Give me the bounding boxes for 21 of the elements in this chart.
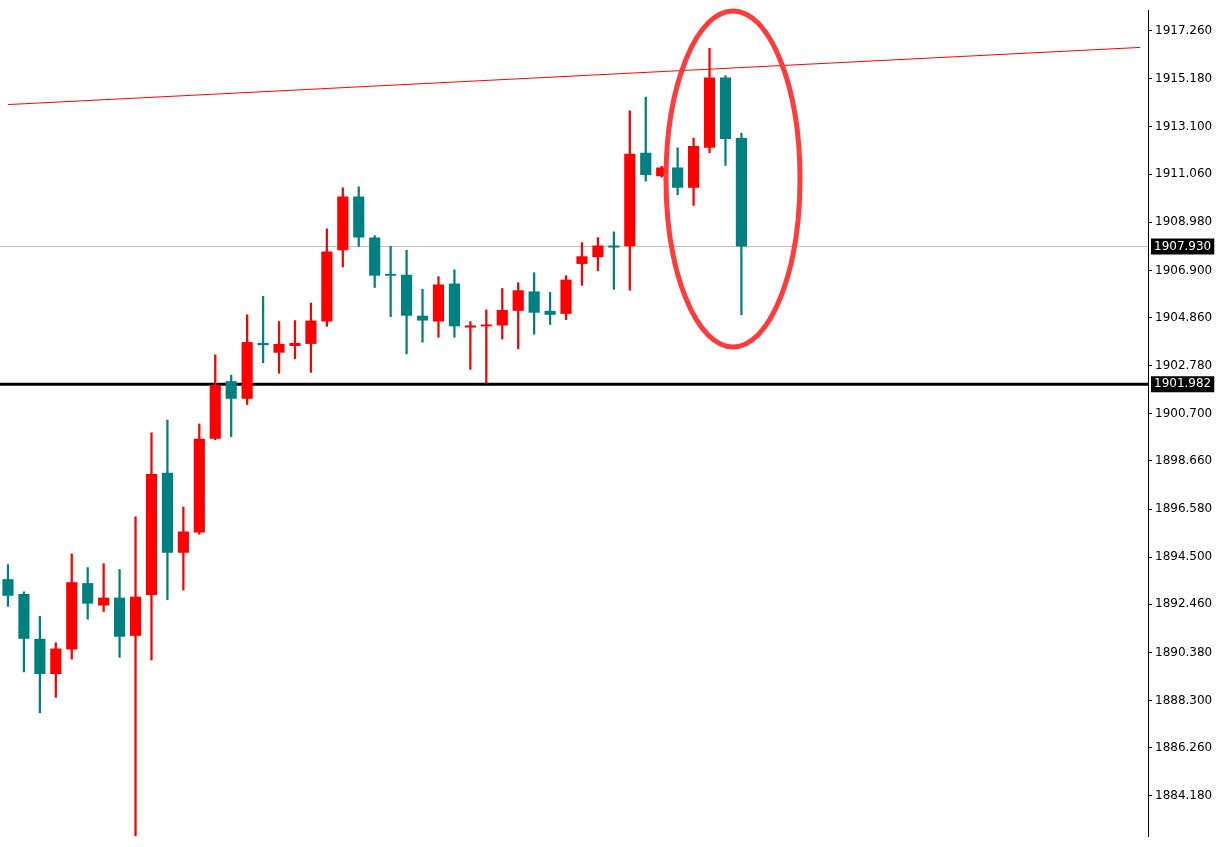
y-tick-label: 1913.100 — [1155, 119, 1213, 134]
y-tick-label: 1884.180 — [1155, 787, 1213, 802]
y-tick-label: 1890.380 — [1155, 644, 1213, 659]
candlestick — [129, 516, 142, 837]
y-tick-label: 1904.860 — [1155, 309, 1213, 324]
y-tick-label: 1911.060 — [1155, 166, 1213, 181]
y-tick-label: 1898.660 — [1155, 453, 1213, 468]
y-tick-label: 1896.580 — [1155, 501, 1213, 516]
y-tick-label: 1900.700 — [1155, 405, 1213, 420]
y-tick-label: 1915.180 — [1155, 71, 1213, 86]
y-tick-label: 1908.980 — [1155, 214, 1213, 229]
y-tick-label: 1894.500 — [1155, 549, 1213, 564]
y-tick-label: 1917.260 — [1155, 22, 1213, 37]
y-tick-label: 1892.460 — [1155, 596, 1213, 611]
ref-line-label: 1901.982 — [1154, 376, 1212, 391]
y-tick-label: 1888.300 — [1155, 692, 1213, 707]
y-tick-label: 1886.260 — [1155, 739, 1213, 754]
candlestick — [416, 289, 429, 343]
y-tick-label: 1906.900 — [1155, 262, 1213, 277]
ref-line-label: 1907.930 — [1154, 238, 1212, 253]
y-tick-label: 1902.780 — [1155, 357, 1213, 372]
